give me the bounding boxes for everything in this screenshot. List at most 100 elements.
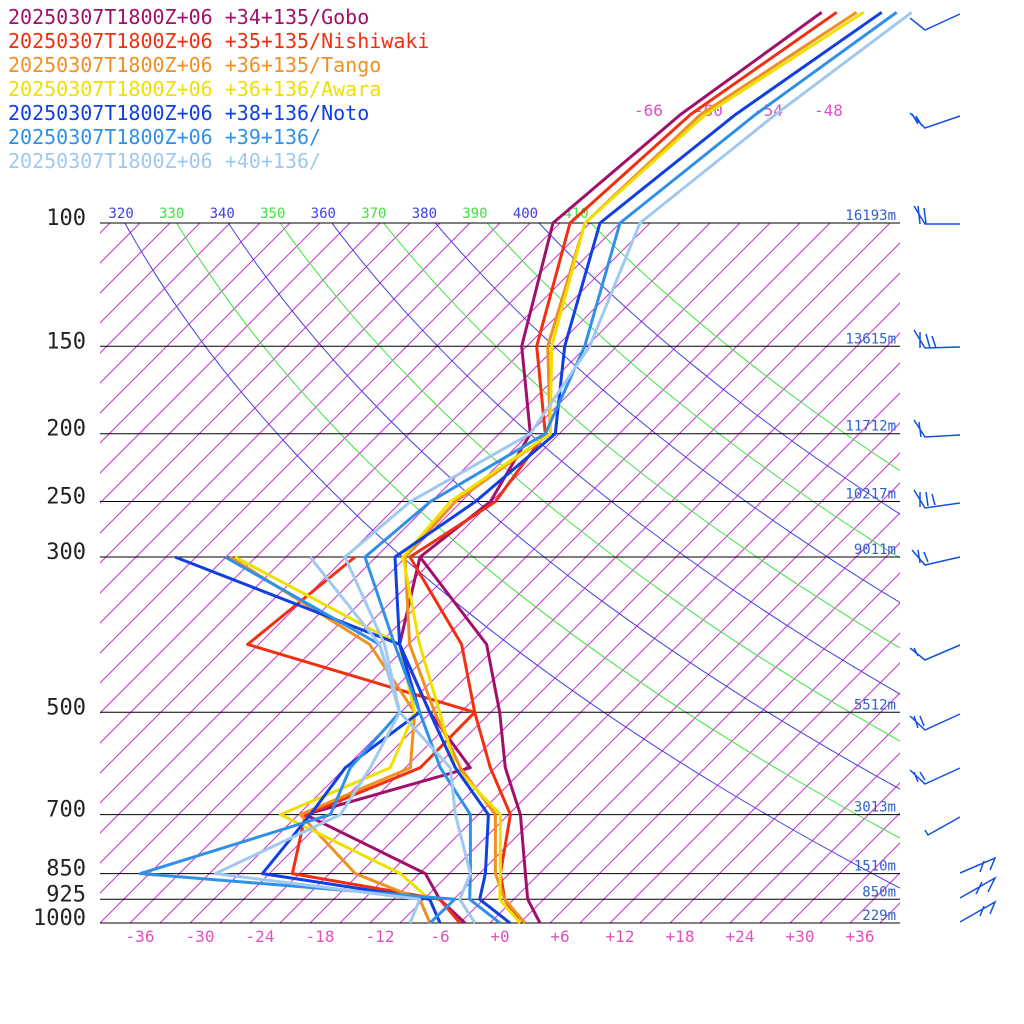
isotherm: [669, 692, 900, 923]
theta-label: 390: [462, 206, 487, 222]
isotherm-label: -66: [634, 101, 663, 120]
isotherm: [459, 482, 900, 923]
dry-adiabat: [486, 223, 900, 559]
dry-adiabat: [124, 223, 900, 889]
temperature-line: [401, 11, 865, 924]
x-tick-label: -12: [366, 927, 395, 946]
isotherm: [879, 902, 900, 923]
isotherm: [100, 223, 621, 744]
theta-label: 380: [412, 206, 437, 222]
theta-label: 400: [513, 206, 538, 222]
x-tick-label: +12: [606, 927, 635, 946]
dry-adiabat: [279, 223, 900, 742]
isotherm: [249, 272, 900, 923]
isotherm: [789, 812, 900, 923]
temperature-line: [408, 11, 838, 924]
pressure-label: 200: [46, 417, 86, 442]
x-tick-label: -6: [430, 927, 449, 946]
legend-entry: 20250307T1800Z+06 +35+135/Nishiwaki: [8, 29, 429, 53]
isotherm-label: -48: [814, 101, 843, 120]
isotherm: [339, 362, 900, 923]
legend-entry: 20250307T1800Z+06 +40+136/: [8, 149, 321, 173]
height-label: 11712m: [845, 419, 896, 435]
isotherm: [309, 332, 900, 923]
height-label: 3013m: [854, 800, 896, 816]
isotherm: [100, 223, 771, 894]
pressure-label: 250: [46, 485, 86, 510]
x-tick-label: -18: [306, 927, 335, 946]
x-tick-label: -30: [186, 927, 215, 946]
theta-label: 360: [311, 206, 336, 222]
dry-adiabat: [331, 223, 900, 695]
dry-adiabat: [176, 223, 900, 839]
temperature-line: [393, 11, 883, 925]
height-label: 16193m: [845, 208, 896, 224]
isotherm: [129, 223, 831, 923]
isotherm: [549, 572, 900, 923]
isotherm: [489, 512, 900, 923]
isotherm: [100, 223, 681, 804]
legend-entry: 20250307T1800Z+06 +39+136/: [8, 125, 321, 149]
temperature-line: [343, 11, 913, 924]
x-tick-label: +36: [846, 927, 875, 946]
height-label: 1510m: [854, 859, 896, 875]
isotherm: [100, 223, 711, 834]
legend-entry: 20250307T1800Z+06 +38+136/Noto: [8, 101, 369, 125]
isotherm: [819, 842, 900, 923]
height-label: 229m: [862, 908, 896, 924]
isotherm: [639, 662, 900, 923]
height-label: 10217m: [845, 487, 896, 503]
legend-entry: 20250307T1800Z+06 +34+135/Gobo: [8, 5, 369, 29]
theta-label: 320: [109, 206, 134, 222]
x-tick-label: +0: [490, 927, 509, 946]
isotherm: [100, 223, 801, 923]
isotherm: [219, 242, 900, 923]
x-tick-label: +18: [666, 927, 695, 946]
isotherm: [849, 872, 900, 923]
isotherm: [579, 602, 900, 923]
isotherm: [369, 392, 900, 923]
dewpoint-line: [229, 555, 432, 924]
theta-label: 350: [260, 206, 285, 222]
x-tick-label: -24: [246, 927, 275, 946]
isotherm: [399, 422, 900, 923]
isotherm: [100, 223, 651, 774]
dry-adiabat: [434, 223, 900, 604]
wind-barbs: [909, 13, 997, 923]
temperature-line: [418, 11, 823, 924]
pressure-label: 150: [46, 329, 86, 354]
theta-label: 370: [361, 206, 386, 222]
pressure-label: 850: [46, 857, 86, 882]
x-tick-label: +24: [726, 927, 755, 946]
isotherm: [609, 632, 900, 923]
isotherm: [429, 452, 900, 923]
pressure-label: 500: [46, 695, 86, 720]
x-tick-label: -36: [126, 927, 155, 946]
theta-label: 330: [159, 206, 184, 222]
pressure-label: 300: [46, 540, 86, 565]
legend-entry: 20250307T1800Z+06 +36+136/Awara: [8, 77, 381, 101]
pressure-label: 100: [46, 206, 86, 231]
height-label: 9011m: [854, 542, 896, 558]
theta-label: 340: [210, 206, 235, 222]
height-label: 5512m: [854, 697, 896, 713]
dry-adiabat: [383, 223, 900, 649]
x-tick-label: +6: [550, 927, 569, 946]
dry-adiabat: [227, 223, 900, 790]
height-label: 850m: [862, 884, 896, 900]
isotherm: [729, 752, 900, 923]
height-label: 13615m: [845, 331, 896, 347]
pressure-label: 1000: [33, 906, 86, 931]
pressure-label: 925: [46, 882, 86, 907]
isotherm: [100, 223, 591, 714]
isotherm: [519, 542, 900, 923]
dry-adiabat: [590, 223, 900, 472]
isotherm: [279, 302, 900, 923]
dewpoint-line: [213, 556, 422, 924]
legend-entry: 20250307T1800Z+06 +36+135/Tango: [8, 53, 381, 77]
isotherm: [189, 223, 891, 923]
dry-adiabat: [538, 223, 900, 515]
isotherm: [100, 223, 741, 864]
temperature-line: [363, 11, 898, 925]
